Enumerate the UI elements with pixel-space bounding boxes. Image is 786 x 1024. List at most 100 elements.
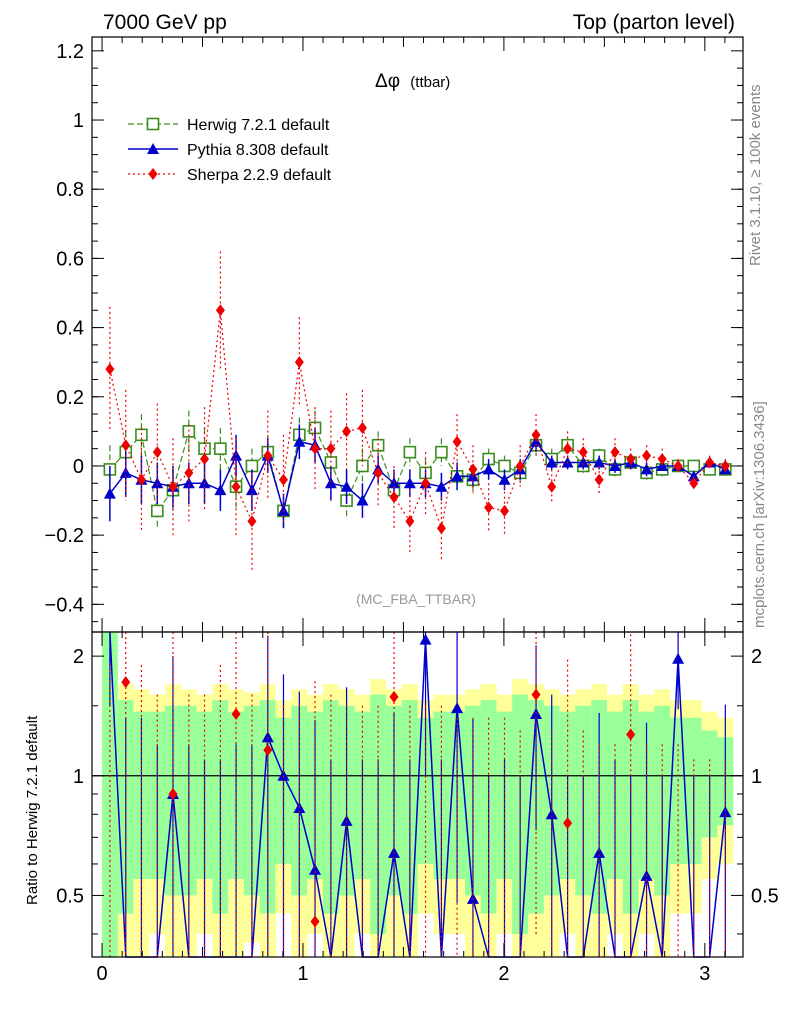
sherpa-marker xyxy=(152,446,162,459)
sherpa-marker xyxy=(578,446,588,459)
ratio-diamond-marker xyxy=(563,817,573,830)
sherpa-marker xyxy=(373,466,383,479)
ratio-triangle-marker xyxy=(719,806,732,818)
sherpa-marker xyxy=(200,453,210,466)
pythia-marker xyxy=(609,459,622,471)
sherpa-marker xyxy=(626,453,636,466)
main-ytick-label: 1 xyxy=(73,110,84,132)
sherpa-marker xyxy=(184,466,194,479)
series-sherpa xyxy=(105,251,730,570)
legend-sherpa-marker xyxy=(148,168,158,180)
pythia-marker xyxy=(403,477,416,489)
legend-label: Herwig 7.2.1 default xyxy=(187,117,330,134)
ratio-triangle-marker xyxy=(261,731,274,743)
ratio-triangle-marker xyxy=(340,814,353,826)
ratio-xtick-label: 2 xyxy=(498,963,509,985)
ratio-triangle-marker xyxy=(672,652,685,664)
main-ytick-label: −0.4 xyxy=(45,594,84,616)
pythia-marker xyxy=(214,484,227,496)
ratio-ytick-label-right: 1 xyxy=(751,766,762,788)
sherpa-marker xyxy=(121,439,131,452)
ratio-xtick-label: 1 xyxy=(297,963,308,985)
sherpa-marker xyxy=(263,449,273,462)
main-ytick-label: 0.6 xyxy=(56,248,84,270)
pythia-marker xyxy=(324,477,337,489)
sherpa-marker xyxy=(705,456,715,469)
sherpa-marker xyxy=(657,453,667,466)
legend-pythia-marker xyxy=(147,143,159,154)
sherpa-marker xyxy=(563,442,573,455)
main-ytick-label: 0.4 xyxy=(56,318,84,340)
pythia-marker xyxy=(151,477,164,489)
pythia-marker xyxy=(451,470,464,482)
pythia-marker xyxy=(577,456,590,468)
series-line xyxy=(109,440,726,512)
main-ytick-label: 0.8 xyxy=(56,179,84,201)
series-line xyxy=(109,427,726,513)
legend-label: Pythia 8.308 default xyxy=(187,142,329,159)
sherpa-marker xyxy=(468,463,478,476)
ratio-series-group xyxy=(109,631,732,958)
main-ytick-label: 1.2 xyxy=(56,41,84,63)
ratio-axis: 0 1 2 3 0.5 0.5 1 1 2 2 xyxy=(56,631,779,985)
main-ytick-label: 0 xyxy=(73,456,84,478)
ratio-triangle-marker xyxy=(545,808,558,820)
ratio-diamond-marker xyxy=(121,676,131,689)
pythia-marker xyxy=(119,466,132,478)
sherpa-marker xyxy=(689,477,699,490)
ratio-diamond-marker xyxy=(263,744,273,757)
herwig-marker xyxy=(687,459,701,473)
ratio-triangle-marker xyxy=(419,633,432,645)
sherpa-marker xyxy=(215,304,225,317)
herwig-marker xyxy=(435,445,448,459)
ratio-triangle-marker xyxy=(309,863,322,875)
sherpa-marker xyxy=(436,522,446,535)
sherpa-marker xyxy=(515,459,525,472)
main-ytick-label: −0.2 xyxy=(45,525,84,547)
pythia-marker xyxy=(530,435,543,447)
plot-title-suffix: (ttbar) xyxy=(410,74,450,91)
pythia-marker xyxy=(182,477,195,489)
series-line xyxy=(109,310,726,531)
sherpa-marker xyxy=(547,480,557,493)
ratio-triangle-marker xyxy=(277,769,290,781)
sherpa-marker xyxy=(405,515,415,528)
side-label-top: Rivet 3.1.10, ≥ 100k events xyxy=(747,84,764,266)
pythia-marker xyxy=(593,456,606,468)
sherpa-marker xyxy=(342,425,352,438)
ratio-diamond-marker xyxy=(389,690,399,703)
sherpa-marker xyxy=(673,459,683,472)
legend-herwig-marker xyxy=(146,117,160,131)
header-right: Top (parton level) xyxy=(573,11,735,34)
ratio-ytick-label: 2 xyxy=(73,646,84,668)
side-label-bottom: mcplots.cern.ch [arXiv:1306.3436] xyxy=(751,401,768,628)
legend: Herwig 7.2.1 default Pythia 8.308 default… xyxy=(128,117,332,184)
pythia-marker xyxy=(482,463,495,475)
pythia-marker xyxy=(340,480,353,492)
sherpa-marker xyxy=(247,515,257,528)
pythia-marker xyxy=(293,435,306,447)
sherpa-marker xyxy=(421,477,431,490)
ratio-ytick-label: 1 xyxy=(73,766,84,788)
sherpa-marker xyxy=(231,480,241,493)
sherpa-marker xyxy=(484,501,494,514)
sherpa-marker xyxy=(389,491,399,504)
ratio-xtick-label: 0 xyxy=(96,963,107,985)
herwig-marker xyxy=(151,504,164,518)
legend-label: Sherpa 2.2.9 default xyxy=(187,167,332,184)
pythia-marker xyxy=(498,473,511,485)
ratio-ytick-label-right: 0.5 xyxy=(751,885,779,907)
ratio-triangle-marker xyxy=(593,846,606,858)
sherpa-marker xyxy=(720,459,730,472)
ratio-diamond-marker xyxy=(231,708,241,721)
herwig-marker xyxy=(214,442,227,455)
ratio-y-label: Ratio to Herwig 7.2.1 default xyxy=(24,715,41,905)
sherpa-marker xyxy=(610,446,620,459)
sherpa-marker xyxy=(105,363,115,376)
ratio-series-sherpa xyxy=(109,632,726,957)
sherpa-marker xyxy=(642,449,652,462)
main-ytick-label: 0.2 xyxy=(56,387,84,409)
sherpa-marker xyxy=(452,435,462,448)
sherpa-marker xyxy=(500,504,510,517)
pythia-marker xyxy=(545,456,558,468)
